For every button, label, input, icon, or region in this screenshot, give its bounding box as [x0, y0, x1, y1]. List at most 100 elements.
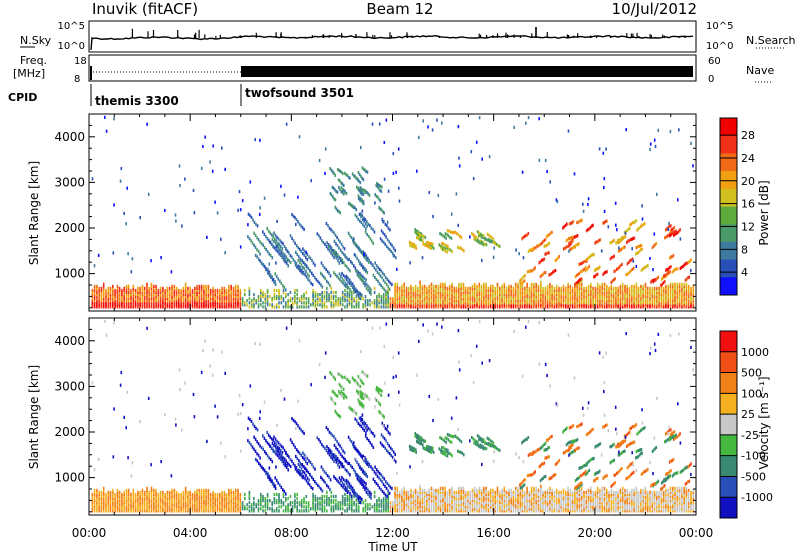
power-cell — [207, 293, 210, 297]
velocity-cell — [339, 501, 342, 505]
power-cell — [481, 235, 483, 239]
power-cell — [295, 222, 297, 227]
power-cell — [219, 290, 221, 295]
power-cell — [377, 183, 379, 187]
power-cell — [214, 299, 216, 303]
power-cell — [664, 228, 667, 232]
power-cell — [526, 284, 528, 288]
power-cell — [660, 288, 663, 293]
power-cell — [274, 241, 277, 245]
power-cell — [296, 288, 298, 293]
velocity-cell — [187, 507, 189, 511]
power-cell — [567, 284, 569, 288]
velocity-cell — [100, 501, 103, 505]
power-cell — [305, 305, 308, 309]
power-cell — [679, 228, 681, 232]
power-cell — [473, 284, 476, 288]
power-cell — [535, 299, 537, 303]
power-cell — [237, 303, 239, 307]
velocity-cell — [91, 499, 94, 503]
velocity-cell — [205, 509, 207, 513]
power-cell — [524, 305, 526, 309]
velocity-cell — [198, 488, 201, 492]
power-cell — [524, 293, 526, 297]
power-cell — [675, 231, 678, 235]
power-cell — [499, 293, 501, 297]
power-cell — [377, 195, 379, 199]
power-cell — [633, 290, 635, 295]
power-cell — [255, 299, 257, 303]
power-cell — [601, 299, 603, 303]
power-cell — [610, 305, 613, 309]
velocity-cell — [162, 499, 164, 503]
power-cell — [166, 297, 169, 301]
power-cell — [513, 125, 515, 129]
velocity-cell — [175, 505, 178, 509]
power-cell — [184, 286, 187, 290]
velocity-cell — [98, 501, 100, 505]
power-cell — [519, 295, 522, 299]
power-cell — [93, 297, 96, 301]
power-cell — [150, 297, 153, 301]
power-cell — [662, 288, 665, 293]
power-cell — [203, 297, 205, 301]
power-cell — [540, 282, 542, 286]
velocity-cell — [175, 501, 178, 505]
power-cell — [562, 290, 565, 295]
power-cell — [624, 299, 626, 303]
velocity-cell — [164, 503, 166, 507]
velocity-cell — [355, 507, 358, 511]
power-cell — [214, 293, 216, 297]
power-cell — [443, 235, 446, 239]
power-cell — [270, 233, 273, 237]
power-cell — [203, 299, 205, 303]
power-cell — [615, 301, 617, 305]
power-cell — [458, 305, 460, 309]
power-cell — [168, 288, 171, 293]
power-cell — [458, 301, 460, 305]
power-cell — [351, 295, 353, 299]
power-cell — [685, 301, 688, 305]
power-cell — [455, 192, 458, 196]
power-cell — [175, 299, 178, 303]
velocity-cell — [109, 490, 112, 494]
power-cell — [376, 305, 378, 309]
power-cell — [394, 295, 396, 299]
power-cell — [606, 303, 608, 307]
power-cell — [494, 305, 496, 309]
power-cell — [687, 288, 690, 293]
power-cell — [324, 147, 327, 151]
power-cell — [473, 299, 476, 303]
power-cell — [355, 208, 358, 212]
power-cell — [378, 301, 380, 305]
power-cell — [617, 267, 619, 271]
power-cell — [148, 293, 150, 297]
velocity-cell — [264, 499, 267, 503]
power-cell — [623, 235, 625, 239]
velocity-cell — [166, 507, 169, 511]
velocity-cell — [207, 494, 210, 499]
power-cell — [667, 227, 670, 232]
power-cell — [590, 297, 592, 301]
power-cell — [107, 303, 110, 307]
velocity-cell — [150, 490, 153, 494]
power-cell — [395, 170, 397, 174]
velocity-cell — [134, 499, 137, 503]
power-cell — [662, 286, 665, 290]
power-cell — [672, 227, 674, 231]
power-cell — [430, 290, 433, 295]
power-cell — [280, 244, 282, 248]
power-cell — [446, 288, 449, 293]
power-cell — [321, 299, 323, 303]
power-cell — [294, 299, 296, 303]
power-cell — [375, 268, 377, 272]
velocity-cell — [312, 499, 314, 503]
velocity-cell — [312, 494, 314, 499]
power-cell — [367, 256, 369, 260]
power-cell — [397, 147, 400, 151]
power-cell — [369, 224, 371, 228]
power-cell — [442, 290, 444, 295]
power-cell — [637, 293, 640, 297]
power-cell — [362, 192, 365, 196]
power-cell — [241, 199, 244, 203]
